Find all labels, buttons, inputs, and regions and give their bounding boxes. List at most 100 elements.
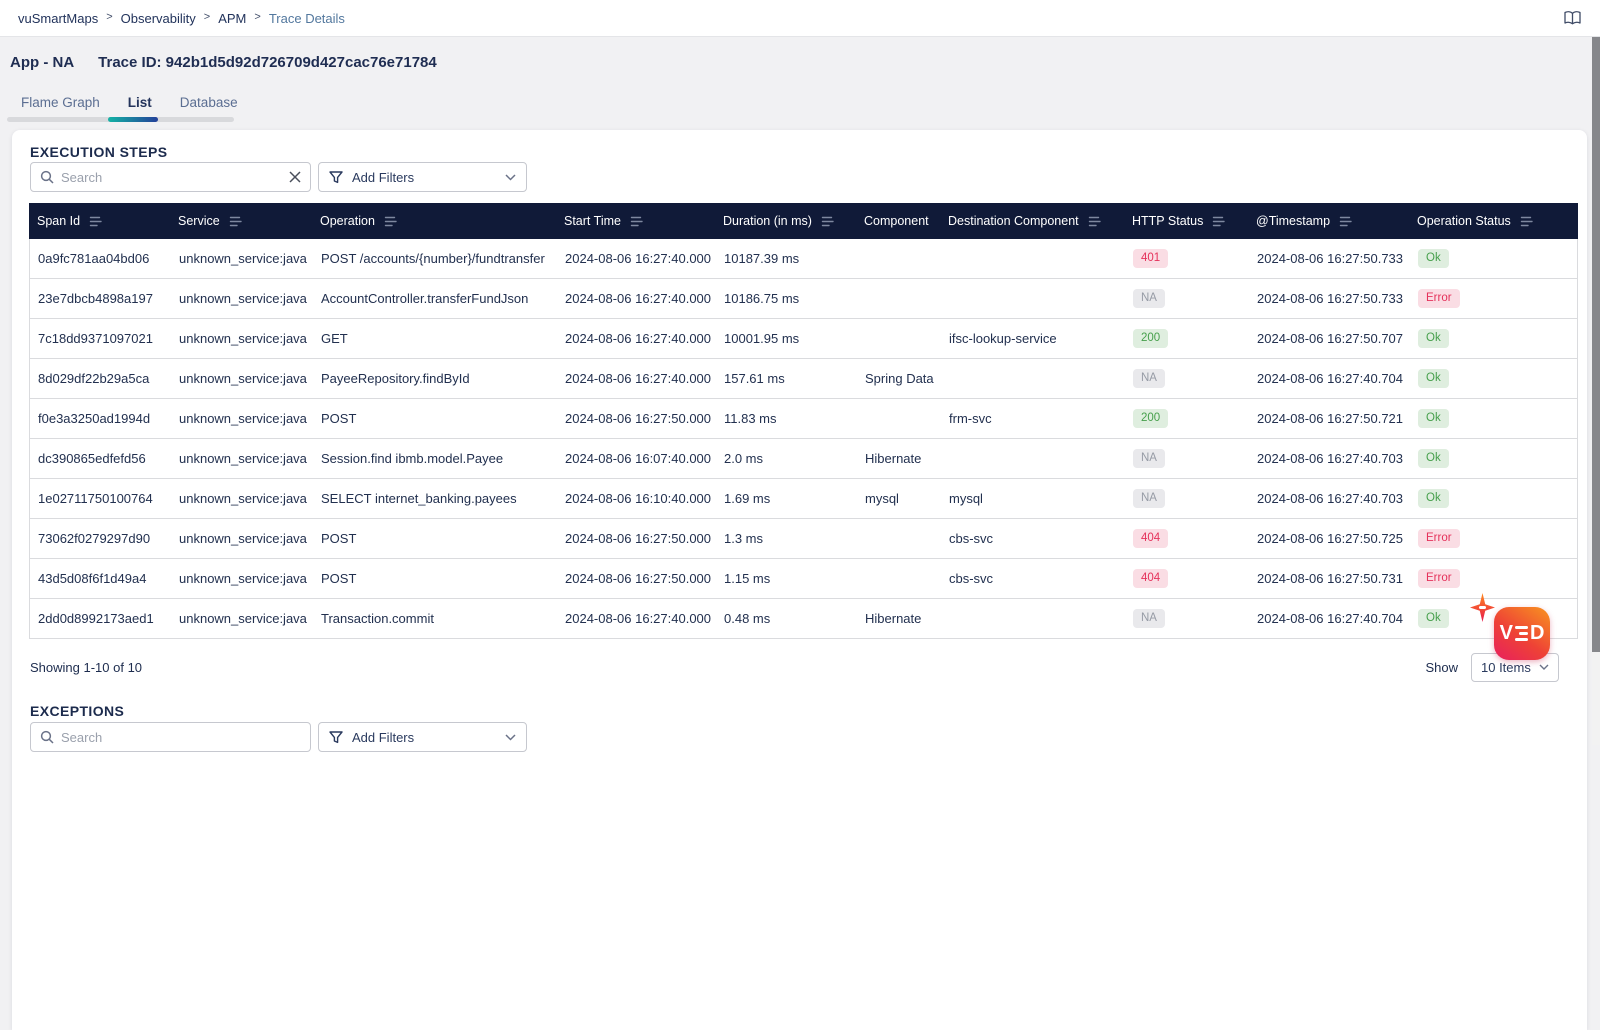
status-badge: NA (1133, 368, 1165, 389)
status-badge: 401 (1133, 248, 1169, 269)
cell-span-id: 2dd0d8992173aed1 (38, 611, 154, 626)
cell-service: unknown_service:java (179, 571, 307, 586)
cell-service: unknown_service:java (179, 411, 307, 426)
column-header-label: Service (178, 214, 220, 228)
trace-details-card: EXECUTION STEPS Add Filters (12, 130, 1587, 1030)
status-badge: 404 (1133, 528, 1169, 549)
documentation-book-icon[interactable] (1563, 10, 1582, 26)
column-filter-icon[interactable] (1212, 216, 1226, 227)
column-header-operation-status: Operation Status (1409, 214, 1578, 228)
cell-duration: 2.0 ms (724, 451, 764, 466)
cell-operation: SELECT internet_banking.payees (321, 491, 517, 506)
tab-track (7, 117, 234, 122)
column-header-duration-in-ms: Duration (in ms) (715, 214, 856, 228)
cell-duration: 1.69 ms (724, 491, 771, 506)
column-filter-icon[interactable] (1520, 216, 1533, 227)
status-badge: Ok (1418, 368, 1449, 389)
status-badge: NA (1133, 488, 1165, 509)
status-badge: Ok (1418, 448, 1449, 469)
table-body: 0a9fc781aa04bd06 unknown_service:java POST… (29, 239, 1578, 639)
column-filter-icon[interactable] (384, 216, 397, 227)
cell-destination-component: mysql (949, 491, 983, 506)
execution-steps-search-input[interactable] (61, 169, 282, 185)
status-badge: Error (1418, 288, 1460, 309)
column-filter-icon[interactable] (89, 216, 102, 227)
tab-flame-graph[interactable]: Flame Graph (21, 95, 100, 110)
status-badge: 200 (1133, 408, 1169, 429)
exceptions-add-filters-dropdown[interactable]: Add Filters (318, 722, 527, 752)
cell-operation: AccountController.transferFundJson (321, 291, 529, 306)
column-filter-icon[interactable] (630, 216, 643, 227)
table-row[interactable]: 1e02711750100764 unknown_service:java SELE… (29, 479, 1578, 519)
status-badge: Ok (1418, 488, 1449, 509)
cell-operation-status: Ok (1410, 408, 1579, 429)
table-row[interactable]: 23e7dbcb4898a197 unknown_service:java Acco… (29, 279, 1578, 319)
cell-start-time: 2024-08-06 16:27:40.000 (565, 331, 712, 346)
cell-span-id: dc390865edfefd56 (38, 451, 146, 466)
breadcrumb-separator: > (106, 11, 113, 23)
breadcrumb-item[interactable]: APM (218, 10, 247, 26)
cell-span-id: f0e3a3250ad1994d (38, 411, 151, 426)
add-filters-dropdown[interactable]: Add Filters (318, 162, 527, 192)
table-row[interactable]: 0a9fc781aa04bd06 unknown_service:java POST… (29, 239, 1578, 279)
status-badge: 200 (1133, 328, 1169, 349)
cell-operation: Session.find ibmb.model.Payee (321, 451, 504, 466)
column-filter-icon[interactable] (229, 216, 242, 227)
cell-start-time: 2024-08-06 16:07:40.000 (565, 451, 712, 466)
table-header-row: Span Id Service Operation Start Time Duratio… (29, 203, 1578, 239)
column-filter-icon[interactable] (1339, 216, 1352, 227)
table-row[interactable]: 2dd0d8992173aed1 unknown_service:java Tran… (29, 599, 1578, 639)
table-row[interactable]: f0e3a3250ad1994d unknown_service:java POST… (29, 399, 1578, 439)
cell-duration: 10186.75 ms (724, 291, 800, 306)
cell-duration: 0.48 ms (724, 611, 771, 626)
column-header-span-id: Span Id (29, 214, 170, 228)
column-header-start-time: Start Time (556, 214, 715, 228)
cell-operation-status: Ok (1410, 328, 1579, 349)
active-tab-indicator (108, 117, 158, 122)
tab-list[interactable]: List (127, 95, 152, 110)
table-row[interactable]: dc390865edfefd56 unknown_service:java Sess… (29, 439, 1578, 479)
cell-start-time: 2024-08-06 16:10:40.000 (565, 491, 712, 506)
table-row[interactable]: 8d029df22b29a5ca unknown_service:java Paye… (29, 359, 1578, 399)
column-header-label: Start Time (564, 214, 621, 228)
cell-service: unknown_service:java (179, 291, 307, 306)
breadcrumb-item[interactable]: Observability (120, 10, 196, 26)
table-row[interactable]: 7c18dd9371097021 unknown_service:java GET 2… (29, 319, 1578, 359)
tab-database[interactable]: Database (179, 95, 238, 110)
clear-search-icon[interactable] (289, 171, 301, 183)
top-bar: vuSmartMaps > Observability > APM > Trace Deta… (0, 0, 1600, 37)
ved-assistant-logo[interactable]: V D (1494, 607, 1550, 660)
cell-component: Hibernate (865, 611, 922, 626)
cell-operation-status: Error (1410, 568, 1579, 589)
table-row[interactable]: 43d5d08f6f1d49a4 unknown_service:java POST… (29, 559, 1578, 599)
chevron-down-icon (505, 173, 516, 181)
breadcrumb-item[interactable]: vuSmartMaps (18, 10, 99, 26)
status-badge: Ok (1418, 608, 1449, 629)
column-filter-icon[interactable] (821, 216, 834, 227)
cell-destination-component: frm-svc (949, 411, 992, 426)
page-scrollbar-thumb[interactable] (1592, 37, 1600, 652)
cell-operation-status: Ok (1410, 248, 1579, 269)
search-icon (40, 170, 54, 184)
column-header-operation: Operation (312, 214, 556, 228)
cell-span-id: 0a9fc781aa04bd06 (38, 251, 150, 266)
cell-http-status: 200 (1125, 328, 1249, 349)
status-badge: 404 (1133, 568, 1169, 589)
column-filter-icon[interactable] (1088, 216, 1101, 227)
cell-operation-status: Error (1410, 528, 1579, 549)
column-header-label: Span Id (37, 214, 81, 228)
cell-operation-status: Ok (1410, 608, 1579, 629)
status-badge: Ok (1418, 328, 1449, 349)
cell-duration: 157.61 ms (724, 371, 785, 386)
exceptions-search-input[interactable] (61, 729, 301, 745)
cell-span-id: 8d029df22b29a5ca (38, 371, 150, 386)
execution-steps-heading: EXECUTION STEPS (30, 144, 168, 160)
cell-http-status: NA (1125, 608, 1249, 629)
column-header-component: Component (856, 214, 940, 228)
cell-start-time: 2024-08-06 16:27:40.000 (565, 251, 712, 266)
table-row[interactable]: 73062f0279297d90 unknown_service:java POST… (29, 519, 1578, 559)
logo-letter-d: D (1529, 622, 1545, 644)
cell-http-status: 404 (1125, 568, 1249, 589)
status-badge: Error (1418, 528, 1460, 549)
cell-duration: 1.3 ms (724, 531, 764, 546)
